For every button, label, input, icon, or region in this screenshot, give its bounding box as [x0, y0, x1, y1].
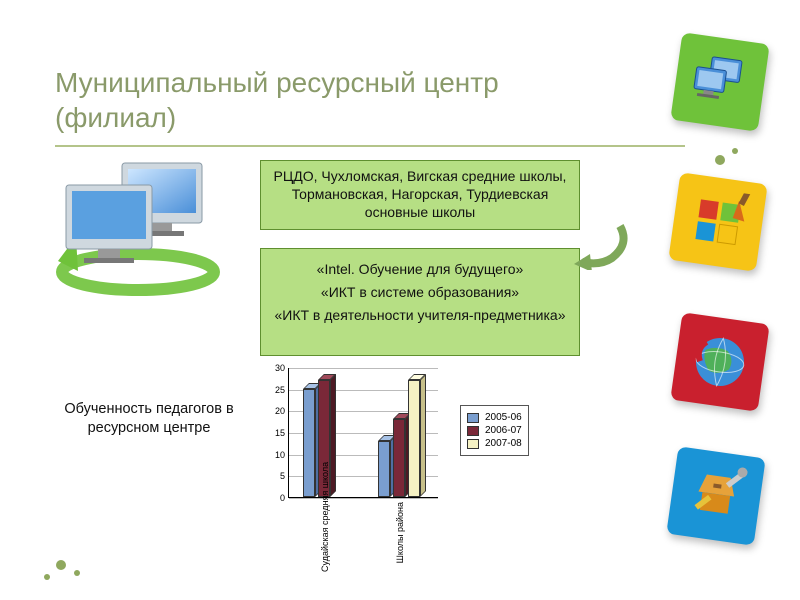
- page-title: Муниципальный ресурсный центр (филиал): [55, 65, 499, 135]
- chart-legend: 2005-06 2006-07 2007-08: [460, 405, 529, 456]
- title-underline: [55, 145, 685, 147]
- chart-ytick: 25: [263, 385, 285, 395]
- legend-row: 2006-07: [467, 425, 522, 436]
- tile-tools-icon: [666, 446, 765, 545]
- title-line1: Муниципальный ресурсный центр: [55, 67, 499, 98]
- chart-xlabel: Школы района: [395, 502, 405, 572]
- programs-box: «Intel. Обучение для будущего» «ИКТ в си…: [260, 248, 580, 356]
- program-line-3: «ИКТ в деятельности учителя-предметника»: [271, 306, 569, 324]
- legend-swatch-icon: [467, 439, 479, 449]
- chart-bar: [378, 441, 390, 497]
- deco-dot-icon: [74, 570, 80, 576]
- tile-globe-icon: [670, 312, 769, 411]
- chart-ytick: 10: [263, 450, 285, 460]
- chart-bar: [408, 380, 420, 497]
- deco-dot-icon: [56, 560, 66, 570]
- schools-text: РЦДО, Чухломская, Вигская средние школы,…: [274, 168, 567, 220]
- chart-ytick: 30: [263, 363, 285, 373]
- schools-box: РЦДО, Чухломская, Вигская средние школы,…: [260, 160, 580, 230]
- chart-ytick: 0: [263, 493, 285, 503]
- deco-dot-icon: [732, 148, 738, 154]
- monitors-illustration-icon: [48, 162, 228, 292]
- tile-windows-icon: [668, 172, 767, 271]
- program-line-1: «Intel. Обучение для будущего»: [271, 260, 569, 278]
- chart-gridline: [289, 368, 438, 369]
- arrow-swoosh-icon: [572, 222, 632, 270]
- legend-label: 2006-07: [485, 425, 522, 436]
- chart-bar: [303, 389, 315, 497]
- program-line-2: «ИКТ в системе образования»: [271, 283, 569, 301]
- chart-gridline: [289, 498, 438, 499]
- deco-dot-icon: [715, 155, 725, 165]
- deco-dot-icon: [44, 574, 50, 580]
- chart-ytick: 15: [263, 428, 285, 438]
- chart-bar: [393, 419, 405, 497]
- chart-caption: Обученность педагогов в ресурсном центре: [64, 400, 234, 438]
- legend-label: 2007-08: [485, 438, 522, 449]
- chart-ytick: 20: [263, 406, 285, 416]
- legend-swatch-icon: [467, 426, 479, 436]
- legend-label: 2005-06: [485, 412, 522, 423]
- chart-xlabel: Судайская средняя школа: [320, 502, 330, 572]
- legend-row: 2005-06: [467, 412, 522, 423]
- legend-swatch-icon: [467, 413, 479, 423]
- chart-ytick: 5: [263, 471, 285, 481]
- bar-chart: 051015202530 Судайская средняя школаШкол…: [250, 368, 450, 578]
- legend-row: 2007-08: [467, 438, 522, 449]
- title-line2: (филиал): [55, 102, 176, 133]
- tile-monitors-icon: [670, 32, 769, 131]
